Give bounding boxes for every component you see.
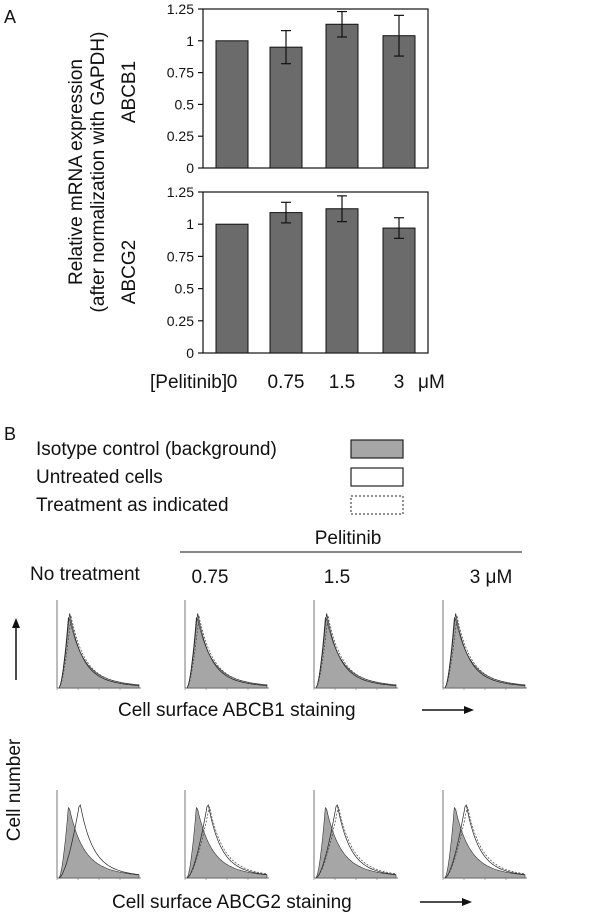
flow-col-label: 1.5 [324, 567, 350, 588]
x-axis-label: [Pelitinib] [150, 372, 227, 393]
x-tick-label: 1.5 [329, 372, 355, 393]
legend-treated-label: Treatment as indicated [36, 495, 229, 516]
isotype-histogram [58, 806, 140, 879]
x-tick-label: 0 [227, 372, 238, 393]
untreated-histogram [58, 804, 140, 879]
mrna-ylabel-line2: (after normalization with GAPDH) [88, 32, 109, 313]
legend-untreated-label: Untreated cells [36, 467, 163, 488]
row1-arrowhead [464, 706, 474, 714]
y-tick-label: 0.75 [167, 248, 194, 264]
y-tick-label: 1 [186, 216, 194, 232]
y-tick-label: 0.5 [175, 96, 195, 112]
bar [215, 40, 249, 169]
bar [325, 208, 359, 354]
isotype-histogram [444, 616, 526, 689]
legend-isotype-swatch [350, 439, 404, 459]
isotype-histogram [315, 806, 397, 879]
y-tick-label: 0 [186, 160, 194, 176]
isotype-histogram [444, 806, 526, 879]
y-tick-label: 0.25 [167, 313, 194, 329]
y-tick-label: 1.25 [167, 1, 194, 17]
untreated-histogram [444, 613, 526, 689]
treated-histogram [186, 806, 268, 879]
untreated-histogram [186, 613, 268, 689]
treated-histogram [315, 806, 397, 879]
bar [269, 212, 303, 354]
bar [325, 23, 359, 169]
plot-frame [202, 191, 429, 354]
legend-isotype-label: Isotype control (background) [36, 439, 277, 460]
abcb1-gene-label: ABCB1 [119, 61, 140, 123]
flow-row2-label: Cell surface ABCG2 staining [112, 892, 352, 913]
treated-histogram [444, 806, 526, 879]
bar [382, 35, 416, 169]
y-tick-label: 1 [186, 33, 194, 49]
flow-row1-label: Cell surface ABCB1 staining [118, 700, 356, 721]
mrna-ylabel-line1: Relative mRNA expression [66, 59, 87, 285]
y-tick-label: 0 [186, 345, 194, 361]
plot-frame [202, 8, 429, 169]
x-tick-label: 3 [394, 372, 405, 393]
bar [382, 227, 416, 354]
panel-b-label: B [4, 424, 16, 444]
isotype-histogram [186, 806, 268, 879]
bar [215, 223, 249, 354]
flow-col-label: 3 μM [470, 567, 513, 588]
isotype-histogram [315, 616, 397, 689]
y-tick-label: 0.75 [167, 65, 194, 81]
untreated-histogram [444, 804, 526, 879]
x-tick-label: 0.75 [268, 372, 305, 393]
flow-drug-label: Pelitinib [315, 528, 382, 549]
row2-arrowhead [462, 898, 472, 906]
abcb1-bar-chart: 0 0.25 0.5 0.75 1 1.25 [167, 1, 429, 176]
untreated-histogram [58, 613, 140, 689]
untreated-histogram [315, 804, 397, 879]
untreated-histogram [315, 613, 397, 689]
flow-col-label: No treatment [30, 564, 141, 585]
panel-a-label: A [4, 7, 16, 27]
y-tick-label: 0.5 [175, 281, 195, 297]
isotype-histogram [186, 616, 268, 689]
untreated-histogram [186, 804, 268, 879]
legend-treated-swatch [350, 495, 404, 515]
cell-number-label: Cell number [4, 738, 25, 841]
cell-number-arrowhead [12, 618, 20, 628]
flow-col-label: 0.75 [192, 567, 229, 588]
abcg2-gene-label: ABCG2 [119, 240, 140, 304]
flow-histograms [56, 600, 527, 880]
y-tick-label: 1.25 [167, 184, 194, 200]
legend-untreated-swatch [350, 467, 404, 487]
bar [269, 46, 303, 169]
abcg2-bar-chart: 0 0.25 0.5 0.75 1 1.25 [167, 184, 429, 361]
x-axis-unit: μM [418, 372, 445, 393]
y-tick-label: 0.25 [167, 128, 194, 144]
isotype-histogram [58, 616, 140, 689]
